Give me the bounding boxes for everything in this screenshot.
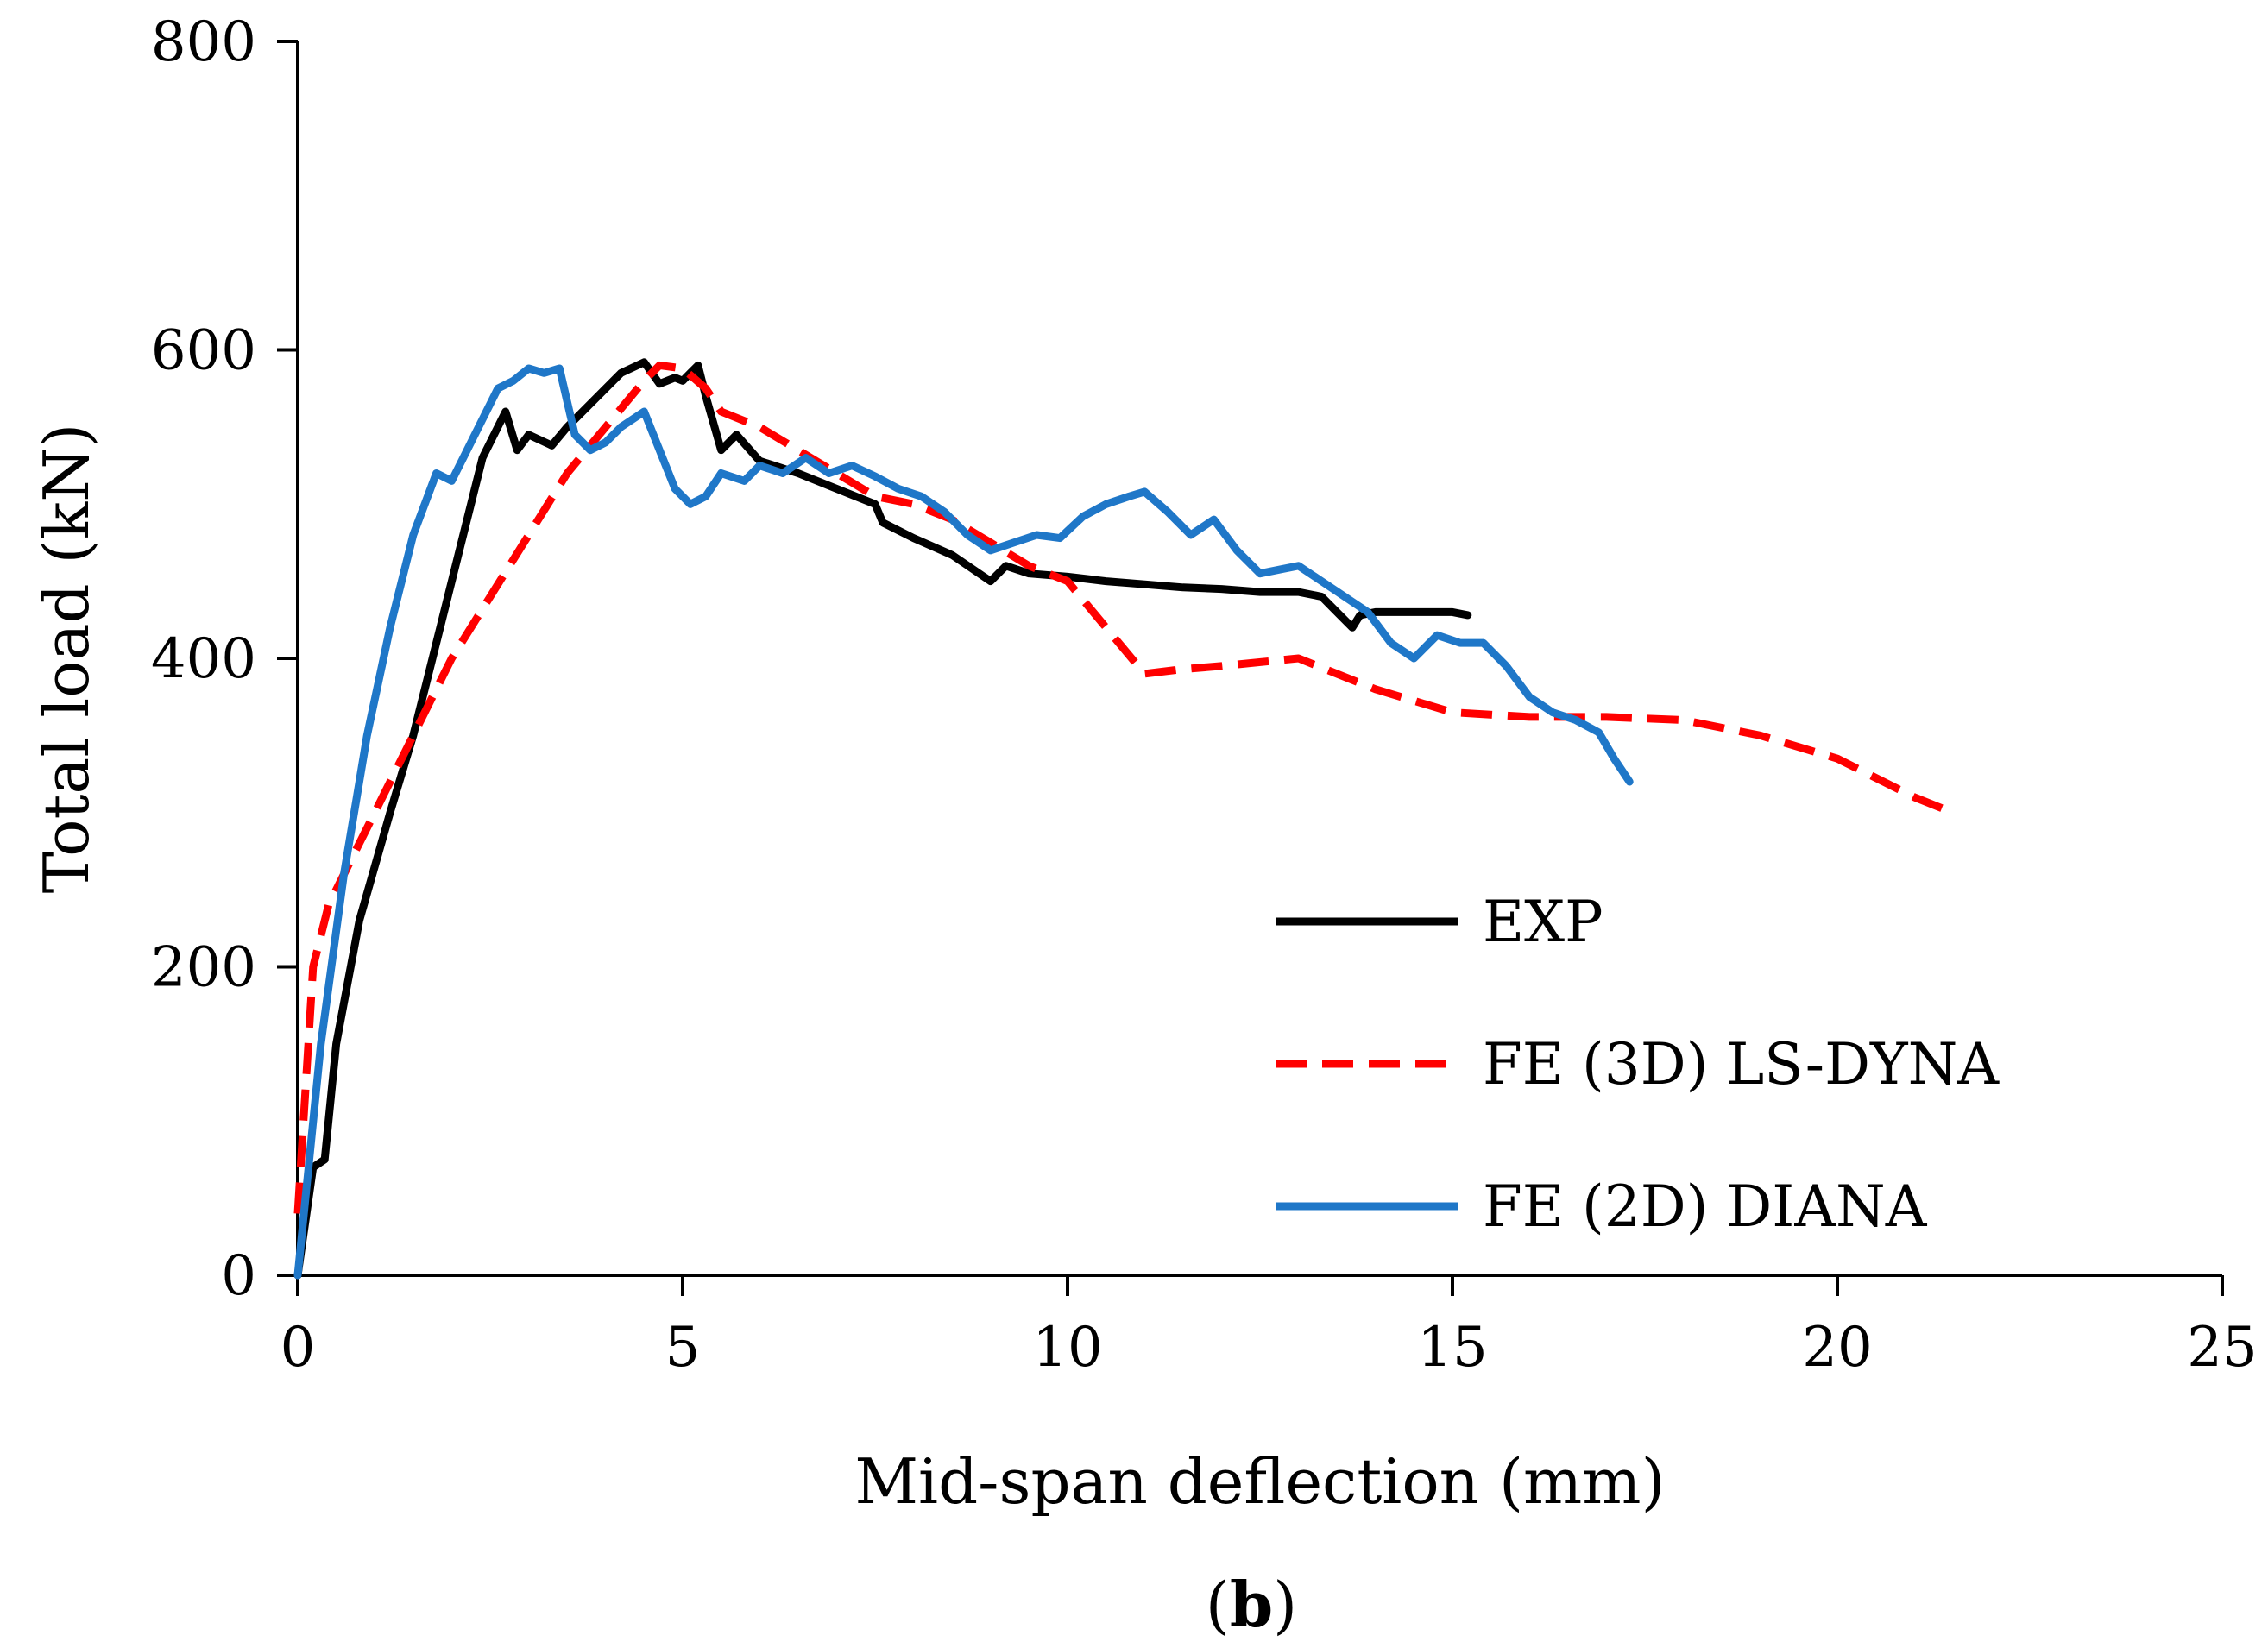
- x-tick-label: 0: [280, 1316, 316, 1380]
- legend-label-fe-2d-diana: FE (2D) DIANA: [1483, 1173, 1928, 1240]
- series-line-fe-3d-ls-dyna: [293, 361, 1955, 1214]
- legend: EXP FE (3D) LS-DYNA FE (2D) DIANA: [1276, 889, 2000, 1240]
- y-tick-label: 200: [151, 936, 256, 1000]
- x-tick-label: 20: [1802, 1316, 1872, 1380]
- legend-label-fe-3d-ls-dyna: FE (3D) LS-DYNA: [1483, 1031, 2000, 1098]
- series-layer: [293, 358, 1955, 1280]
- y-tick-label: 600: [151, 319, 256, 383]
- y-tick-label: 400: [151, 627, 256, 691]
- y-tick-label: 800: [151, 10, 256, 74]
- x-tick-label: 10: [1032, 1316, 1102, 1380]
- axes: 0 200 400 600 800 0 5 10 15 20 25: [151, 10, 2258, 1380]
- legend-label-exp: EXP: [1483, 889, 1603, 955]
- x-tick-label: 25: [2187, 1316, 2257, 1380]
- y-axis-title: Total load (kN): [30, 424, 103, 894]
- y-tick-label: 0: [221, 1244, 256, 1308]
- x-axis-title: Mid-span deflection (mm): [854, 1445, 1665, 1518]
- x-tick-label: 5: [665, 1316, 701, 1380]
- series-line-exp: [293, 358, 1472, 1280]
- panel-label: (b): [1206, 1568, 1298, 1641]
- series-line-fe-2d-diana: [293, 364, 1634, 1280]
- x-tick-label: 15: [1417, 1316, 1487, 1380]
